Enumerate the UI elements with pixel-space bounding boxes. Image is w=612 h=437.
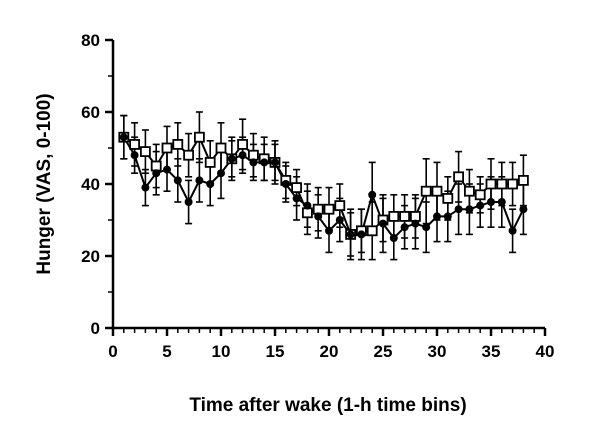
point-square-17: [291, 182, 303, 194]
point-circle-10: [217, 169, 225, 178]
point-circle-28: [411, 219, 420, 228]
point-square-10: [215, 142, 227, 154]
point-circle-6: [173, 176, 182, 185]
x-tick-label-5: 5: [162, 342, 171, 361]
x-tick-label-30: 30: [428, 342, 447, 361]
y-tick-label-0: 0: [91, 319, 100, 338]
point-square-30: [431, 185, 443, 197]
point-circle-16: [281, 180, 290, 188]
point-circle-13: [249, 158, 258, 167]
point-square-33: [463, 185, 475, 197]
point-circle-9: [206, 180, 215, 188]
point-square-3: [139, 146, 151, 158]
point-square-2: [129, 138, 141, 150]
y-tick-label-60: 60: [81, 103, 100, 122]
point-circle-27: [400, 223, 409, 232]
point-square-21: [334, 200, 346, 212]
point-square-9: [204, 156, 216, 168]
point-square-13: [247, 149, 259, 161]
point-circle-33: [465, 205, 474, 214]
point-square-26: [388, 210, 400, 222]
x-tick-label-35: 35: [482, 342, 501, 361]
point-square-24: [366, 225, 378, 237]
point-square-8: [193, 131, 205, 143]
point-circle-14: [260, 158, 269, 167]
point-square-28: [409, 210, 421, 222]
point-circle-32: [454, 205, 463, 214]
x-tick-label-40: 40: [536, 342, 555, 361]
point-circle-4: [152, 169, 161, 178]
y-tick-label-80: 80: [81, 31, 100, 50]
point-circle-15: [271, 158, 279, 167]
y-tick-label-20: 20: [81, 247, 100, 266]
point-square-6: [172, 138, 184, 150]
y-axis-title: Hunger (VAS, 0-100): [34, 93, 55, 274]
point-square-36: [496, 178, 508, 190]
point-circle-23: [357, 230, 366, 239]
point-circle-29: [422, 223, 431, 232]
point-circle-7: [184, 198, 193, 206]
point-circle-17: [292, 194, 301, 203]
point-circle-38: [519, 205, 528, 214]
point-square-34: [474, 189, 486, 201]
x-tick-label-10: 10: [212, 342, 231, 361]
x-tick-label-0: 0: [108, 342, 117, 361]
point-square-12: [237, 138, 249, 150]
point-circle-37: [508, 226, 517, 235]
x-tick-label-25: 25: [374, 342, 393, 361]
x-tick-label-20: 20: [320, 342, 339, 361]
point-circle-34: [476, 201, 485, 210]
point-square-29: [420, 185, 432, 197]
point-square-38: [518, 174, 529, 186]
x-tick-label-15: 15: [266, 342, 285, 361]
point-square-27: [399, 210, 411, 222]
point-circle-21: [335, 216, 344, 224]
point-circle-30: [433, 212, 441, 221]
point-circle-3: [141, 183, 150, 192]
point-square-7: [183, 149, 195, 161]
point-square-18: [301, 207, 313, 219]
point-circle-8: [195, 176, 204, 185]
point-circle-36: [497, 198, 506, 206]
point-circle-31: [443, 212, 452, 221]
point-circle-2: [130, 151, 139, 160]
point-circle-5: [163, 165, 171, 174]
point-square-31: [442, 192, 454, 204]
y-tick-label-40: 40: [81, 175, 100, 194]
point-circle-22: [346, 230, 355, 239]
point-square-19: [312, 203, 324, 215]
point-circle-26: [389, 234, 398, 242]
point-square-5: [161, 142, 173, 154]
point-square-20: [323, 203, 335, 215]
point-circle-12: [238, 151, 247, 160]
axes-layer: 0 5 10 15 20 25 30 35 40 0 20 40 60 80: [81, 31, 554, 361]
point-circle-25: [379, 219, 387, 228]
x-axis-title: Time after wake (1-h time bins): [189, 395, 466, 416]
point-square-35: [485, 178, 497, 190]
point-square-37: [507, 178, 519, 190]
point-circle-11: [227, 154, 236, 163]
point-circle-19: [314, 212, 323, 221]
point-circle-18: [303, 201, 312, 210]
point-square-4: [150, 160, 162, 172]
point-square-32: [453, 171, 465, 183]
markers-layer: [118, 131, 529, 242]
point-circle-20: [325, 226, 333, 235]
point-circle-24: [368, 190, 377, 199]
point-circle-1: [119, 133, 128, 142]
point-circle-35: [487, 198, 495, 206]
